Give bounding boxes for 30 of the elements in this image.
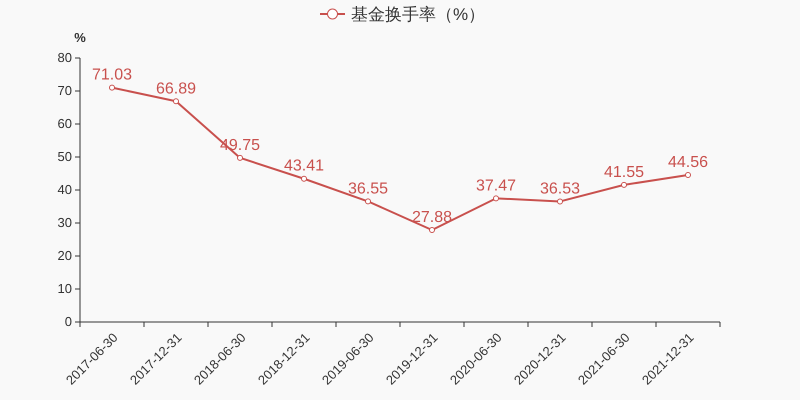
legend-label: 基金换手率（%）: [351, 5, 486, 24]
y-tick-label: 80: [58, 50, 72, 65]
data-label: 36.55: [348, 180, 388, 198]
point: [173, 98, 179, 104]
point: [621, 182, 627, 188]
y-tick-label: 10: [58, 281, 72, 296]
point: [301, 176, 307, 182]
data-label: 36.53: [540, 180, 580, 198]
point: [365, 198, 371, 204]
data-label: 27.88: [412, 208, 452, 226]
y-tick-label: 40: [58, 182, 72, 197]
y-tick-label: 20: [58, 248, 72, 263]
y-tick-label: 0: [64, 314, 72, 329]
data-label: 43.41: [284, 158, 324, 175]
point: [237, 154, 243, 161]
y-axis-title: %: [74, 30, 86, 45]
data-label: 37.47: [476, 177, 516, 194]
data-label: 66.89: [156, 80, 196, 98]
point: [493, 195, 499, 202]
data-label: 44.56: [668, 154, 708, 171]
point: [429, 226, 435, 233]
y-tick-label: 50: [58, 149, 72, 164]
y-tick-label: 30: [58, 215, 72, 230]
data-label: 41.55: [604, 164, 644, 181]
y-tick-label: 60: [58, 116, 72, 131]
point: [109, 84, 115, 91]
point: [685, 172, 691, 178]
y-tick-label: 70: [58, 83, 72, 98]
point: [557, 198, 563, 204]
data-label: 71.03: [92, 66, 132, 84]
